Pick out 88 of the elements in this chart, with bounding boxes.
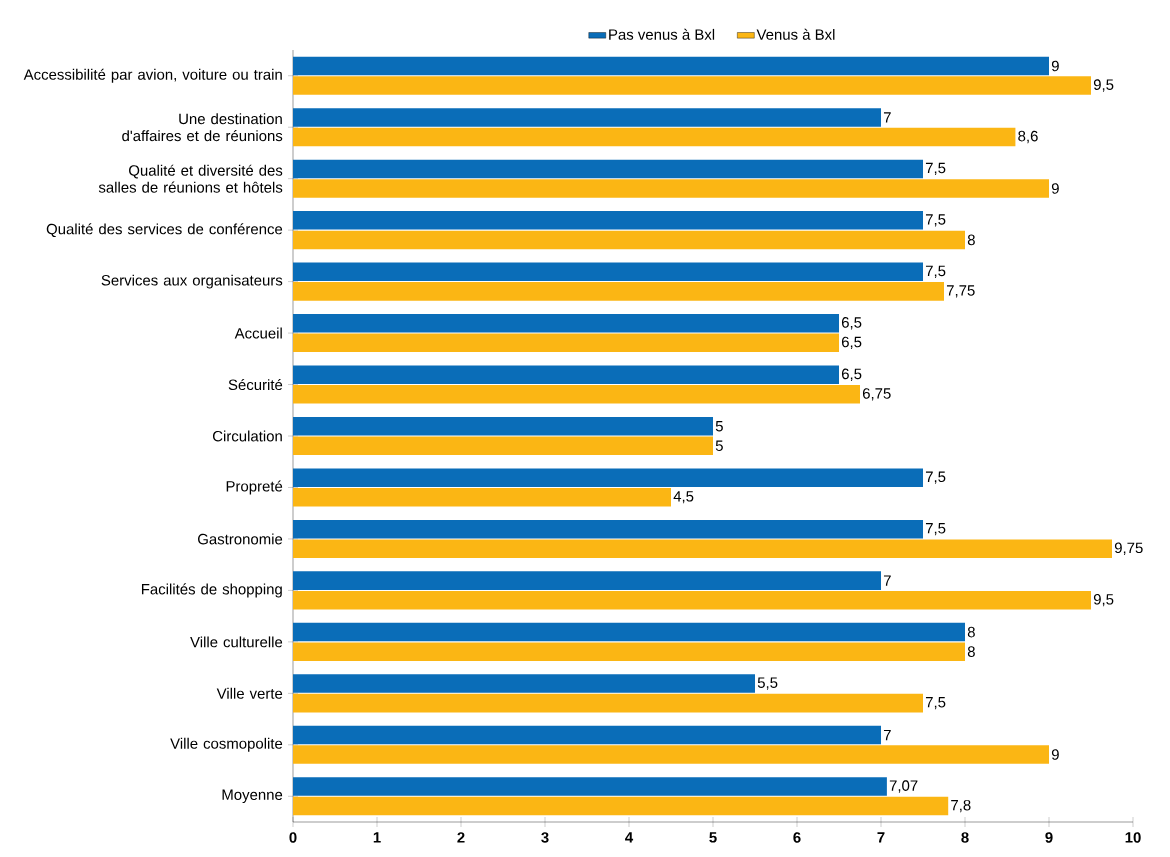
- data-label: 7,5: [925, 471, 946, 484]
- data-label: 7: [883, 729, 891, 741]
- y-tick-label: Accueil: [234, 327, 282, 339]
- data-label: 8: [967, 646, 975, 657]
- y-tick-label: Une destination d'affaires et de réunions: [122, 113, 283, 142]
- y-tick-label: Moyenne: [222, 789, 283, 803]
- bar: [293, 693, 924, 713]
- bar: [293, 365, 840, 385]
- data-label: 4,5: [673, 491, 694, 504]
- bar: [293, 127, 1016, 147]
- x-tick-label: 8: [961, 832, 969, 843]
- bar: [293, 436, 713, 456]
- y-tick-label: Services aux organisateurs: [101, 274, 283, 289]
- x-tick-label: 6: [793, 832, 801, 843]
- y-tick-label: Facilités de shopping: [141, 583, 282, 598]
- y-tick-label: Circulation: [212, 430, 282, 442]
- bar: [293, 385, 861, 404]
- y-tick-label: Ville cosmopolite: [170, 737, 283, 752]
- bar: [293, 108, 882, 127]
- bar: [293, 56, 1050, 76]
- x-tick-label: 2: [457, 832, 465, 843]
- bar: [293, 674, 755, 693]
- y-tick-label: Accessibilité par avion, voiture ou train: [23, 68, 282, 83]
- bar: [293, 796, 949, 816]
- data-label: 9: [1051, 749, 1059, 760]
- x-tick-label: 1: [373, 832, 381, 843]
- data-label: 7: [883, 575, 891, 586]
- data-label: 5: [715, 440, 723, 451]
- bar: [293, 777, 887, 796]
- data-label: 7,5: [925, 265, 946, 278]
- bar: [293, 230, 966, 250]
- x-tick-label: 10: [1125, 832, 1141, 843]
- data-label: 5,5: [757, 677, 778, 690]
- y-tick-label: Gastronomie: [198, 533, 283, 545]
- bar: [293, 622, 966, 642]
- bar: [293, 333, 840, 353]
- bar: [293, 725, 882, 745]
- data-label: 9,75: [1114, 542, 1143, 555]
- bar: [293, 487, 671, 507]
- y-tick-label: Qualité des services de conférence: [46, 223, 283, 238]
- data-label: 7,5: [925, 214, 946, 227]
- bar: [293, 416, 713, 436]
- data-label: 9: [1051, 183, 1059, 194]
- bar: [293, 159, 924, 179]
- data-label: 8: [967, 234, 975, 246]
- data-label: 9: [1051, 60, 1059, 72]
- data-label: 7,5: [925, 523, 946, 536]
- bar: [293, 745, 1050, 764]
- data-label: 9,5: [1093, 594, 1114, 607]
- data-label: 7,07: [889, 780, 918, 793]
- bar: [293, 468, 924, 487]
- data-label: 7,5: [925, 697, 946, 710]
- bar: [293, 262, 924, 282]
- bar: [293, 179, 1050, 198]
- y-tick-label: Sécurité: [228, 378, 283, 391]
- data-label: 7,5: [925, 162, 946, 175]
- data-label: 6,5: [841, 317, 862, 330]
- legend-label: Venus à Bxl: [756, 28, 835, 40]
- data-label: 7,8: [951, 799, 971, 813]
- legend-label: Pas venus à Bxl: [609, 28, 715, 40]
- data-label: 7: [883, 112, 891, 123]
- y-tick-label: Qualité et diversité des salles de réunions et hôtels: [98, 164, 283, 193]
- bar: [293, 211, 924, 230]
- data-label: 5: [715, 421, 723, 432]
- x-tick-label: 4: [625, 832, 634, 843]
- bar: [293, 590, 1092, 610]
- bar: [293, 539, 1113, 558]
- x-tick-label: 7: [877, 832, 885, 843]
- data-label: 6,75: [862, 388, 891, 401]
- y-tick-label: Ville culturelle: [190, 636, 283, 648]
- x-tick-label: 5: [709, 832, 717, 843]
- data-label: 6,5: [841, 368, 862, 381]
- bar: [293, 642, 966, 661]
- bar: [293, 571, 882, 590]
- bar: [293, 314, 840, 333]
- x-tick-label: 9: [1045, 832, 1053, 843]
- x-tick-label: 3: [541, 832, 549, 843]
- x-tick-label: 0: [289, 832, 297, 843]
- bar: [293, 76, 1092, 95]
- bar: [293, 282, 945, 301]
- data-label: 7,75: [946, 285, 975, 298]
- bar: [293, 519, 924, 539]
- y-tick-label: Propreté: [226, 480, 283, 495]
- y-tick-label: Ville verte: [216, 687, 283, 699]
- data-label: 9,5: [1093, 79, 1114, 92]
- data-label: 6,5: [841, 336, 862, 350]
- data-label: 8: [967, 626, 975, 638]
- data-label: 8,6: [1018, 130, 1038, 144]
